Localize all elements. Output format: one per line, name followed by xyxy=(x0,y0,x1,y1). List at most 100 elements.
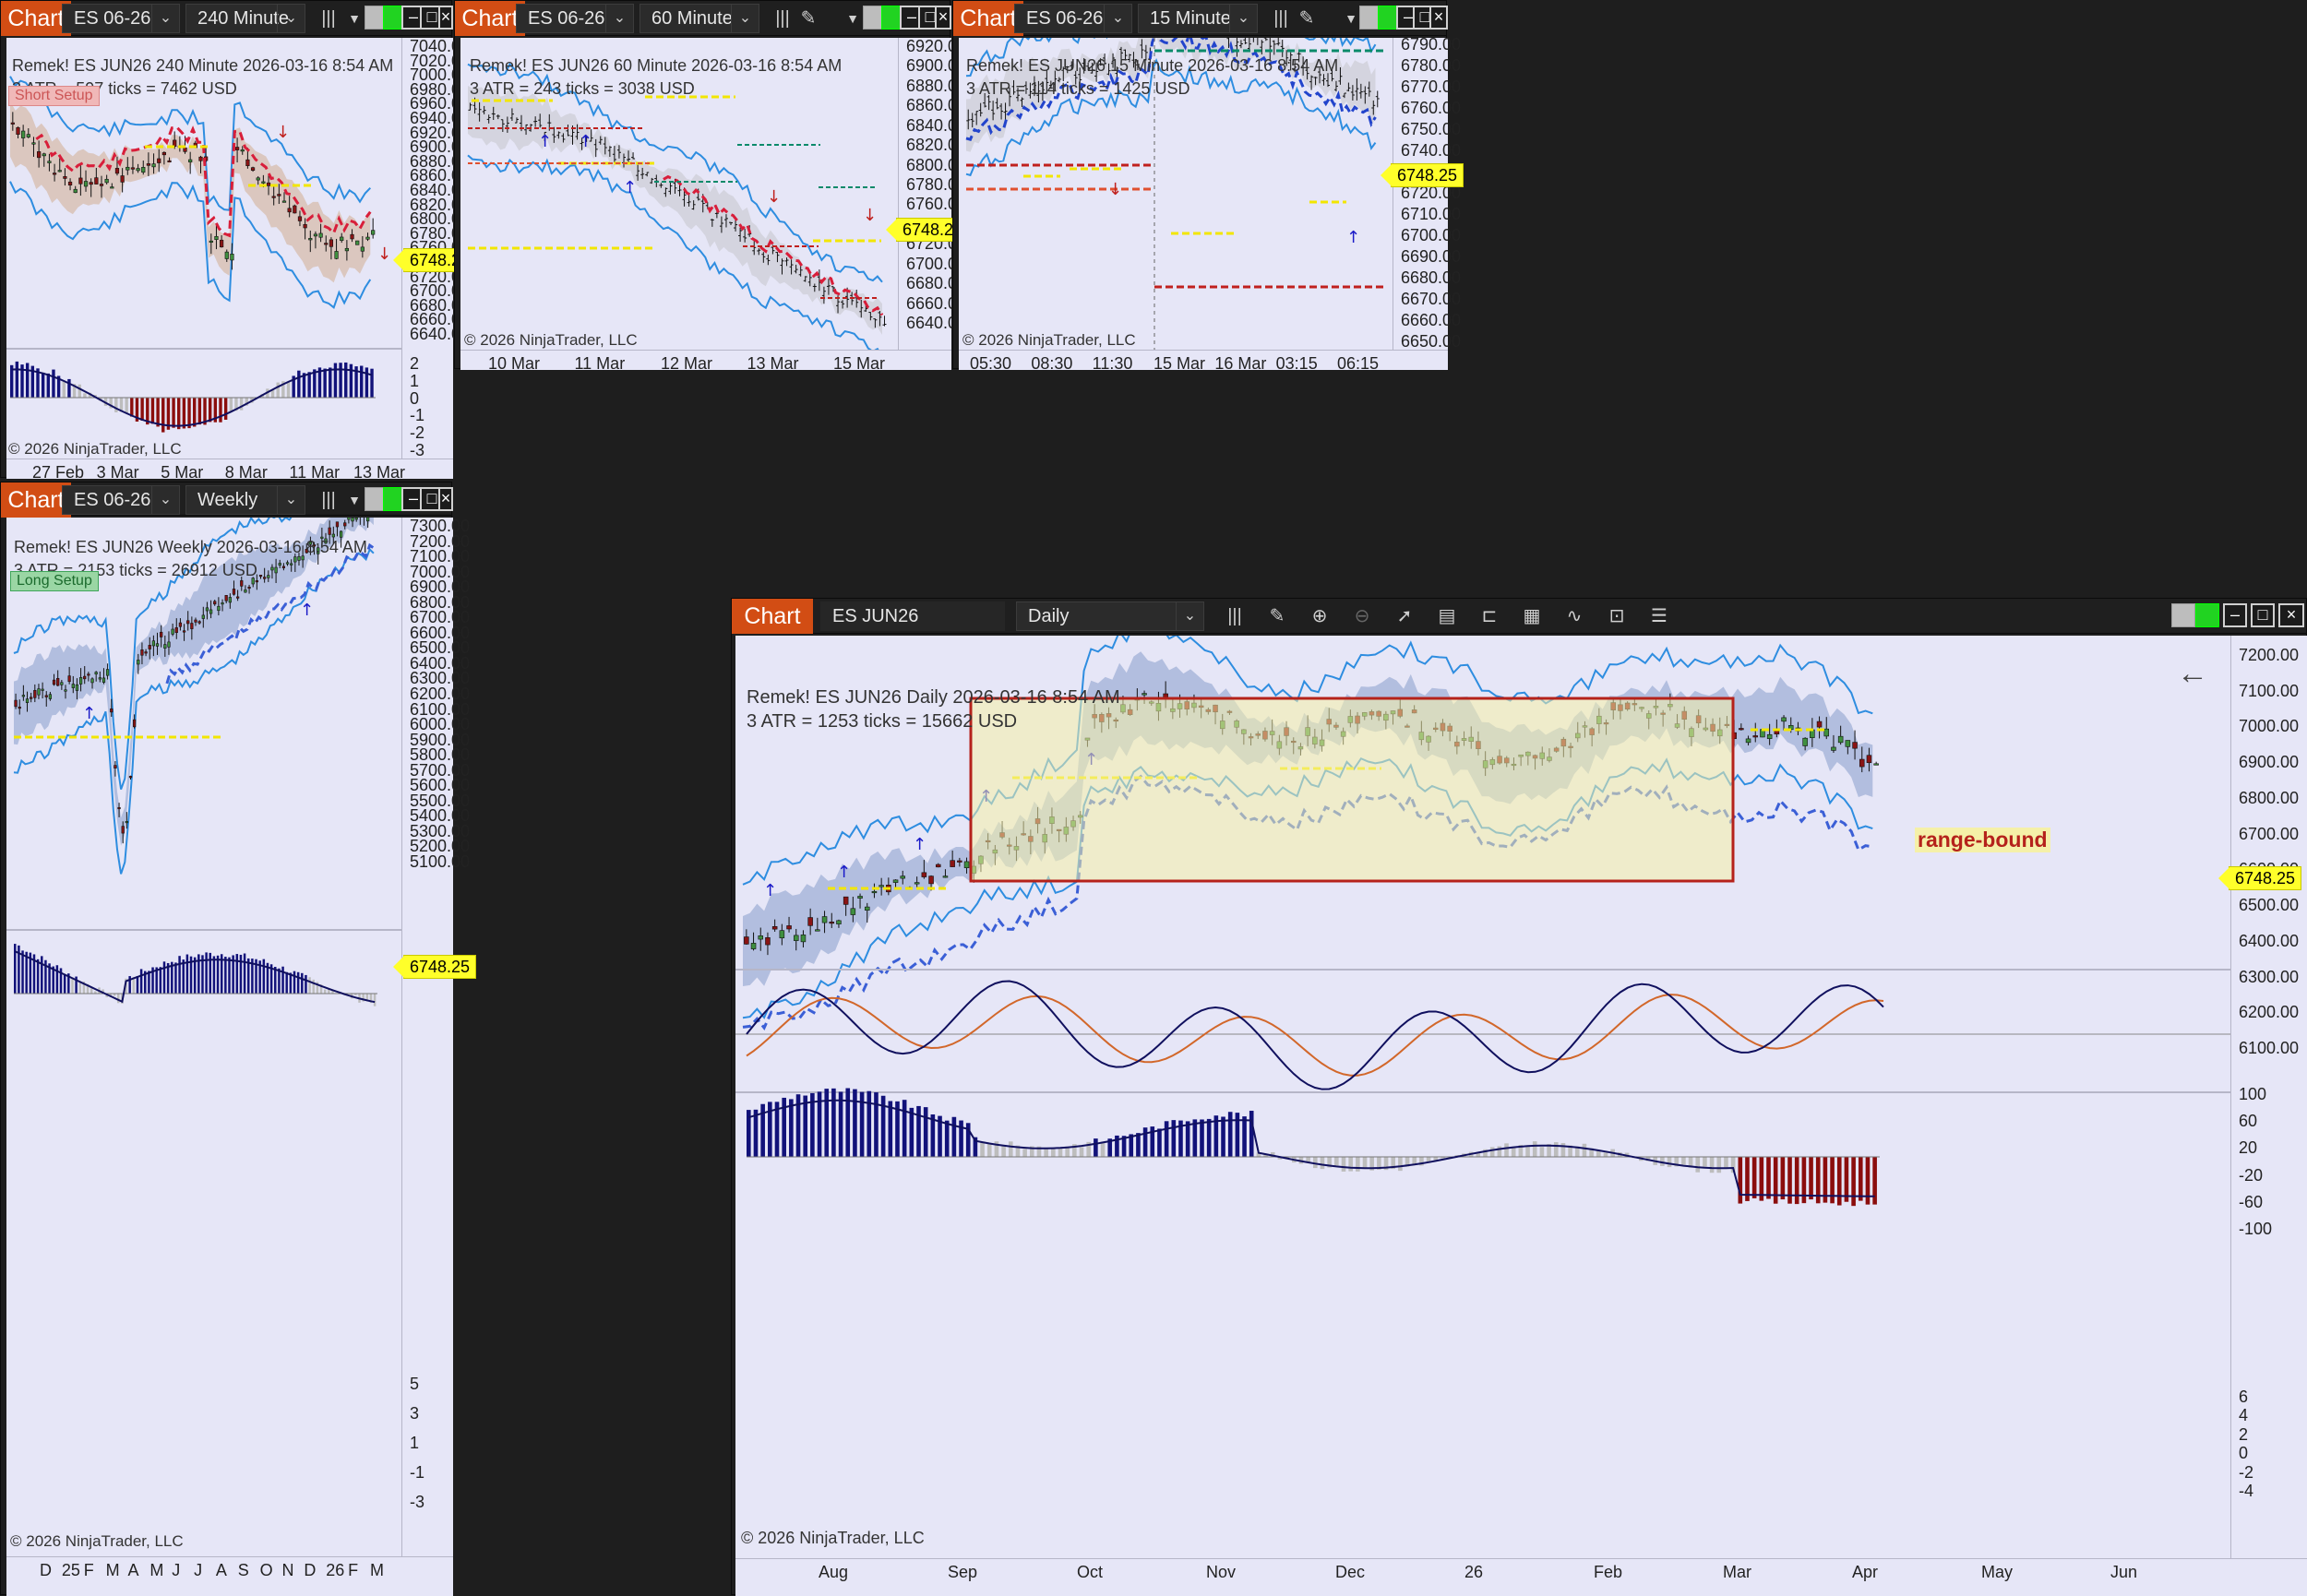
templates-icon[interactable]: ⊡ xyxy=(1605,603,1629,629)
chevron-down-icon[interactable]: ⌄ xyxy=(151,486,179,514)
pencil-icon[interactable]: ✎ xyxy=(796,6,820,31)
indicators-icon[interactable]: ▦ xyxy=(1520,603,1544,629)
histogram-bar xyxy=(1490,1147,1495,1157)
instrument-value: ES 06-26 xyxy=(528,8,604,29)
bar-type-icon[interactable]: ||| xyxy=(771,6,795,31)
instrument-selector[interactable]: ES 06-26⌄ xyxy=(62,485,180,515)
histogram-bar xyxy=(177,398,180,429)
histogram-bar xyxy=(41,956,42,994)
back-arrow-icon[interactable]: ← xyxy=(2177,656,2208,692)
object-list-icon[interactable]: ☰ xyxy=(1647,603,1671,629)
candle-body xyxy=(106,670,109,676)
candle-body xyxy=(872,891,877,893)
chevron-down-icon[interactable]: ⌄ xyxy=(1176,602,1203,630)
histogram-bar xyxy=(374,994,376,1006)
chevron-down-icon[interactable]: ⌄ xyxy=(151,5,179,32)
histogram-bar xyxy=(274,967,276,994)
histogram-bar xyxy=(924,1107,928,1157)
close-button[interactable]: × xyxy=(438,487,453,511)
bar-width-icon[interactable]: ⊏ xyxy=(1477,603,1501,629)
chart-tab[interactable]: Chart xyxy=(732,599,813,634)
pencil-icon[interactable]: ✎ xyxy=(1265,603,1289,629)
minimize-button[interactable]: – xyxy=(2223,603,2247,627)
price-panel[interactable]: ↓↓ Remek! ES JUN26 240 Minute 2026-03-16… xyxy=(6,38,401,459)
bar-type-icon[interactable]: ||| xyxy=(1223,603,1247,629)
price-panel[interactable]: ↑↓ Remek! ES JUN26 15 Minute 2026-03-16 … xyxy=(959,38,1393,350)
interval-selector[interactable]: 60 Minute⌄ xyxy=(640,4,759,33)
instrument-selector[interactable]: ES JUN26 xyxy=(820,601,1005,631)
time-tick-label: Jun xyxy=(2110,1563,2137,1582)
instrument-selector[interactable]: ES 06-26⌄ xyxy=(1014,4,1132,33)
instrument-value: ES 06-26 xyxy=(1026,8,1103,29)
histogram-bar xyxy=(125,398,127,413)
strategies-icon[interactable]: ∿ xyxy=(1562,603,1586,629)
chart-tab[interactable]: Chart xyxy=(953,1,1023,36)
close-button[interactable]: × xyxy=(1429,6,1448,30)
chevron-down-icon[interactable]: ▼ xyxy=(841,6,865,31)
chart-tab[interactable]: Chart xyxy=(1,482,71,518)
time-tick-label: 8 Mar xyxy=(225,463,268,482)
chevron-down-icon[interactable]: ⌄ xyxy=(1229,5,1257,32)
candle-body xyxy=(145,652,148,654)
interval-selector[interactable]: Weekly⌄ xyxy=(185,485,305,515)
maximize-button[interactable]: □ xyxy=(2251,603,2275,627)
green-toggle-button[interactable] xyxy=(2195,603,2219,627)
pencil-icon[interactable]: ✎ xyxy=(1295,6,1319,31)
buy-arrow-icon: ↑ xyxy=(913,835,926,854)
histogram-bar xyxy=(297,972,299,994)
close-button[interactable]: × xyxy=(2278,603,2304,627)
candle-body xyxy=(53,680,55,685)
gray-toggle-button[interactable] xyxy=(2171,603,2195,627)
range-bound-annotation[interactable]: range-bound xyxy=(1915,828,2050,852)
chart-tab[interactable]: Chart xyxy=(455,1,525,36)
price-panel[interactable]: ↑↑ Remek! ES JUN26 Weekly 2026-03-16 8:5… xyxy=(6,518,401,1556)
close-button[interactable]: × xyxy=(438,6,453,30)
data-box-icon[interactable]: ▤ xyxy=(1435,603,1459,629)
panel-separator[interactable] xyxy=(6,929,401,931)
zoom-out-icon[interactable]: ⊖ xyxy=(1350,603,1374,629)
bar-type-icon[interactable]: ||| xyxy=(1269,6,1293,31)
histogram-bar xyxy=(1228,1112,1233,1157)
histogram-bar xyxy=(1504,1143,1509,1157)
close-button[interactable]: × xyxy=(935,6,951,30)
zoom-in-icon[interactable]: ⊕ xyxy=(1308,603,1332,629)
chevron-down-icon[interactable]: ⌄ xyxy=(277,486,305,514)
chevron-down-icon[interactable]: ⌄ xyxy=(277,5,305,32)
histogram-bar xyxy=(350,364,353,398)
chart-tab[interactable]: Chart xyxy=(1,1,71,36)
axis-tick-label: 6660.00 xyxy=(1401,311,1461,330)
bar-type-icon[interactable]: ||| xyxy=(317,487,341,513)
chevron-down-icon[interactable]: ⌄ xyxy=(731,5,759,32)
chevron-down-icon[interactable]: ▼ xyxy=(342,487,366,513)
interval-selector[interactable]: 15 Minute⌄ xyxy=(1138,4,1258,33)
price-panel[interactable]: ↑↑↑↑↑ Remek! ES JUN26 Daily 2026-03-16 8… xyxy=(735,636,2230,1558)
panel-separator[interactable] xyxy=(6,348,401,350)
pointer-icon[interactable]: ➚ xyxy=(1393,603,1416,629)
bar-type-icon[interactable]: ||| xyxy=(317,6,341,31)
histogram-bar xyxy=(228,958,230,994)
chevron-down-icon[interactable]: ▼ xyxy=(342,6,366,31)
histogram-bar xyxy=(1851,1157,1856,1206)
price-panel[interactable]: ↑↑↑↓↓ Remek! ES JUN26 60 Minute 2026-03-… xyxy=(460,38,898,350)
histogram-bar xyxy=(1554,1142,1559,1157)
histogram-bar xyxy=(224,957,226,994)
instrument-selector[interactable]: ES 06-26⌄ xyxy=(516,4,634,33)
histogram-bar xyxy=(287,382,290,398)
chevron-down-icon[interactable]: ⌄ xyxy=(1104,5,1131,32)
interval-selector[interactable]: 240 Minute⌄ xyxy=(185,4,305,33)
interval-selector[interactable]: Daily⌄ xyxy=(1016,601,1204,631)
histogram-bar xyxy=(198,398,201,424)
instrument-selector[interactable]: ES 06-26⌄ xyxy=(62,4,180,33)
chevron-down-icon[interactable]: ⌄ xyxy=(605,5,633,32)
candle-body xyxy=(141,649,144,655)
histogram-bar xyxy=(360,366,363,398)
